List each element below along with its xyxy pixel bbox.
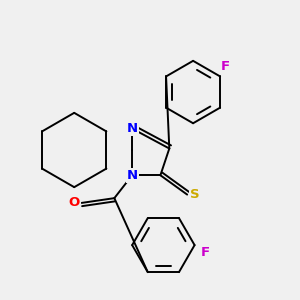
Text: O: O <box>69 196 80 209</box>
Text: N: N <box>127 122 138 135</box>
Text: F: F <box>200 246 209 259</box>
Text: S: S <box>190 188 200 201</box>
Text: N: N <box>127 169 138 182</box>
Text: F: F <box>221 60 230 73</box>
